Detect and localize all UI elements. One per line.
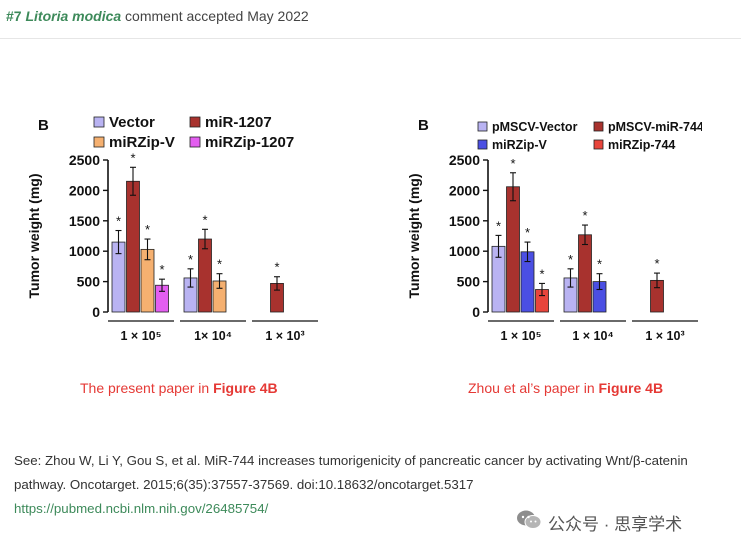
- y-tick-label: 1500: [69, 213, 100, 229]
- reference-block: See: Zhou W, Li Y, Gou S, et al. MiR-744…: [14, 449, 726, 521]
- significance-star: *: [510, 156, 515, 171]
- comment-number: #7: [6, 8, 22, 24]
- y-tick-label: 500: [77, 274, 101, 290]
- caption-figure-ref: Figure 4B: [213, 380, 278, 396]
- bar: [506, 186, 520, 313]
- caption-text: The present paper in: [80, 380, 214, 396]
- wechat-icon: [516, 509, 542, 536]
- caption-zhou-paper: Zhou et al’s paper in Figure 4B: [468, 380, 663, 396]
- y-tick-label: 2000: [449, 182, 480, 198]
- significance-star: *: [217, 257, 222, 272]
- legend-swatch: [593, 139, 604, 150]
- legend-swatch: [593, 121, 604, 132]
- significance-star: *: [188, 252, 193, 267]
- legend-swatch: [93, 136, 105, 148]
- comment-header: #7 Litoria modica comment accepted May 2…: [0, 0, 741, 39]
- legend-label: miRZip-V: [492, 138, 548, 152]
- panel-label: B: [38, 117, 49, 134]
- legend-label: miRZip-1207: [205, 134, 294, 151]
- significance-star: *: [274, 260, 279, 275]
- significance-star: *: [130, 150, 135, 165]
- y-tick-label: 1000: [449, 243, 480, 259]
- legend-swatch: [477, 121, 488, 132]
- significance-star: *: [654, 256, 659, 271]
- legend-label: miRZip-V: [109, 134, 175, 151]
- significance-star: *: [582, 208, 587, 223]
- y-tick-label: 0: [92, 304, 100, 320]
- category-label: 1 × 10³: [265, 329, 304, 343]
- bar: [578, 234, 592, 313]
- category-label: 1× 10⁴: [194, 329, 232, 343]
- legend-label: miRZip-744: [608, 138, 675, 152]
- category-label: 1 × 10⁵: [121, 329, 162, 343]
- bar-chart: B Vector miR-1207 miRZip-V miRZip-1207 0 500 10…: [26, 114, 318, 343]
- y-tick-label: 2500: [69, 152, 100, 168]
- legend-label: pMSCV-Vector: [492, 120, 578, 134]
- y-tick-label: 500: [457, 274, 481, 290]
- species-name: Litoria modica: [25, 8, 122, 24]
- reference-citation: See: Zhou W, Li Y, Gou S, et al. MiR-744…: [14, 453, 688, 492]
- significance-star: *: [597, 257, 602, 272]
- significance-star: *: [568, 252, 573, 267]
- legend-label: Vector: [109, 114, 155, 131]
- legend-swatch: [189, 136, 201, 148]
- bar: [198, 238, 212, 313]
- y-tick-label: 2500: [449, 152, 480, 168]
- y-tick-label: 1500: [449, 213, 480, 229]
- significance-star: *: [145, 222, 150, 237]
- legend-swatch: [477, 139, 488, 150]
- y-tick-label: 2000: [69, 182, 100, 198]
- caption-text: Zhou et al’s paper in: [468, 380, 599, 396]
- significance-star: *: [202, 212, 207, 227]
- panel-label: B: [418, 117, 429, 134]
- category-label: 1 × 10⁵: [501, 329, 542, 343]
- comment-status-line: #7 Litoria modica comment accepted May 2…: [6, 8, 309, 24]
- significance-star: *: [116, 214, 121, 229]
- significance-star: *: [496, 218, 501, 233]
- y-tick-label: 1000: [69, 243, 100, 259]
- legend-label: miR-1207: [205, 114, 272, 131]
- significance-star: *: [159, 262, 164, 277]
- caption-present-paper: The present paper in Figure 4B: [80, 380, 278, 396]
- caption-figure-ref: Figure 4B: [598, 380, 664, 396]
- figure-present-paper: B Vector miR-1207 miRZip-V miRZip-1207 0 500 10…: [22, 108, 322, 348]
- bar: [126, 180, 140, 313]
- legend-swatch: [93, 116, 105, 128]
- pubmed-link[interactable]: https://pubmed.ncbi.nlm.nih.gov/26485754…: [14, 501, 269, 516]
- watermark: 公众号 · 思享学术: [516, 508, 682, 536]
- watermark-text: 公众号 · 思享学术: [548, 514, 683, 534]
- significance-star: *: [539, 266, 544, 281]
- y-axis-label: Tumor weight (mg): [26, 174, 42, 299]
- category-label: 1 × 10³: [645, 329, 684, 343]
- y-axis-label: Tumor weight (mg): [406, 174, 422, 299]
- legend-swatch: [189, 116, 201, 128]
- comment-status: comment accepted May 2022: [125, 8, 309, 24]
- legend-label: pMSCV-miR-744: [608, 120, 702, 134]
- category-label: 1 × 10⁴: [572, 329, 613, 343]
- significance-star: *: [525, 225, 530, 240]
- y-tick-label: 0: [472, 304, 480, 320]
